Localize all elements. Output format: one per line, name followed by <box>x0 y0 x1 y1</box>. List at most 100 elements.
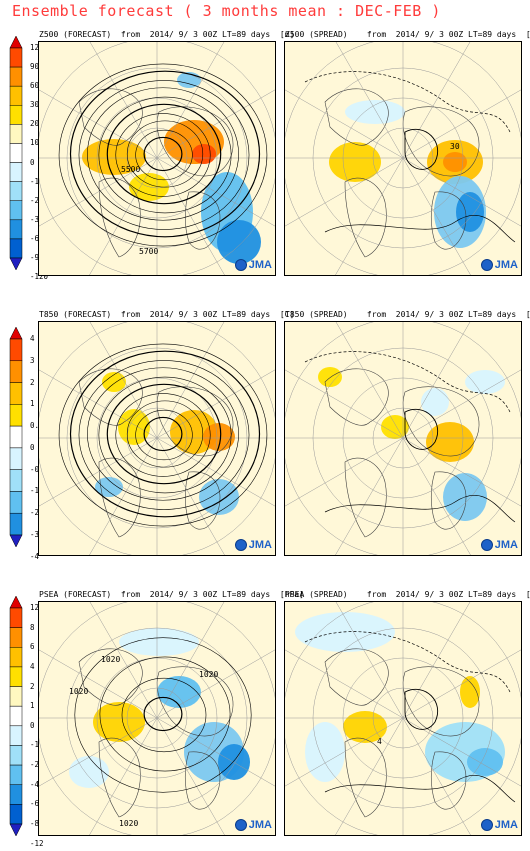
colorbar-tick-label: 4 <box>30 334 35 343</box>
colorbar-tick-label: 90 <box>30 62 40 72</box>
colorbar-swatch <box>9 200 23 221</box>
t850-spread-map: JMA <box>284 321 522 556</box>
colorbar-tick-label: 0 <box>30 442 35 452</box>
t850-forecast-map: JMA <box>38 321 276 556</box>
colorbar-tick-label: -4 <box>30 779 40 789</box>
meridian-line <box>335 602 404 719</box>
anomaly-area <box>467 748 503 776</box>
jma-logo-text: JMA <box>494 539 518 551</box>
contour-line <box>143 696 183 732</box>
anomaly-area <box>119 628 199 656</box>
meridian-line <box>285 649 404 719</box>
jma-logo-icon <box>480 819 493 831</box>
coastline <box>156 106 234 177</box>
psea-forecast-title: PSEA (FORECAST) from 2014/ 9/ 3 00Z LT=8… <box>39 590 304 599</box>
colorbar-swatch <box>9 686 23 707</box>
colorbar-tick-label: -30 <box>30 214 44 224</box>
coastline <box>324 648 389 706</box>
anomaly-area <box>118 409 150 445</box>
contour-line <box>135 129 193 181</box>
colorbar-tick-label: -2 <box>30 508 40 518</box>
colorbar-swatch <box>9 238 23 259</box>
colorbar-swatch <box>9 784 23 805</box>
colorbar-swatch <box>9 66 23 87</box>
jma-logo-icon <box>234 259 247 271</box>
contour-line <box>304 631 511 693</box>
colorbar-tick-label: -12 <box>30 838 44 848</box>
jma-logo-icon <box>234 539 247 551</box>
z500-colorbar: 120 90 60 30 20 10 0 -10 -20 -30 -60 -90 -120 <box>8 36 48 281</box>
meridian-line <box>402 649 521 719</box>
colorbar-swatch <box>9 469 23 492</box>
coastline <box>78 648 143 706</box>
anomaly-area <box>443 152 467 172</box>
colorbar-tick-label: 4 <box>30 661 35 671</box>
meridian-line <box>335 437 404 555</box>
coastline <box>156 666 234 737</box>
psea-colorbar: 12 8 6 4 2 1 0 -1 -2 -4 -6 -8 -12 <box>8 596 44 848</box>
colorbar-tick-label: 60 <box>30 81 40 91</box>
z500-forecast-map: 5500 5700 JMA <box>38 41 276 276</box>
anomaly-area <box>343 711 387 743</box>
colorbar-swatch <box>9 823 23 836</box>
colorbar-tick-label: 10 <box>30 138 40 148</box>
contour-line <box>404 128 439 170</box>
meridian-line <box>285 437 404 507</box>
colorbar-swatch <box>9 85 23 106</box>
contour-line <box>98 96 232 214</box>
anomaly-area <box>460 676 480 708</box>
contour-line <box>78 360 250 510</box>
coastline <box>98 737 141 818</box>
contour-line <box>324 775 516 803</box>
contour-line <box>115 113 211 197</box>
jma-logo: JMA <box>234 258 272 272</box>
jma-logo: JMA <box>480 258 518 272</box>
contour-line <box>304 351 511 413</box>
contour-line <box>78 80 250 230</box>
colorbar-swatch <box>9 47 23 68</box>
meridian-line <box>402 602 471 719</box>
meridian-line <box>156 717 225 835</box>
coastline <box>324 368 389 426</box>
meridian-line <box>156 602 225 719</box>
contour-line <box>87 367 239 501</box>
colorbar-swatch <box>9 666 23 687</box>
contour-label: 1020 <box>119 819 138 828</box>
z500-spread-map: 30 JMA <box>284 41 522 276</box>
colorbar-swatch <box>9 404 23 427</box>
coastline <box>98 177 141 258</box>
jma-logo-text: JMA <box>248 539 272 551</box>
jma-logo-text: JMA <box>494 819 518 831</box>
colorbar-swatch <box>9 425 23 449</box>
coastline <box>156 386 234 457</box>
colorbar-swatch <box>9 162 23 182</box>
colorbar-swatch <box>9 124 23 144</box>
meridian-line <box>402 369 521 439</box>
contour-line <box>69 350 261 518</box>
jma-logo-text: JMA <box>494 259 518 271</box>
anomaly-area <box>218 744 250 780</box>
colorbar-tick-label: 2 <box>30 377 35 387</box>
colorbar-swatch <box>9 491 23 514</box>
colorbar-swatch <box>9 725 23 746</box>
colorbar-swatch <box>9 143 23 163</box>
colorbar-swatch <box>9 327 23 340</box>
contour-line <box>87 87 239 221</box>
anomaly-area <box>305 722 345 782</box>
anomaly-area <box>93 702 145 742</box>
meridian-line <box>89 717 158 835</box>
jma-logo: JMA <box>480 818 518 832</box>
colorbar-tick-label: 3 <box>30 355 35 365</box>
contour-line <box>143 416 183 452</box>
coastline <box>402 666 480 737</box>
colorbar-tick-label: -3 <box>30 530 40 539</box>
colorbar-swatch <box>9 219 23 240</box>
meridian-line <box>285 157 404 227</box>
contour-label: 1020 <box>69 687 88 696</box>
contour-line <box>404 688 439 730</box>
colorbar-swatch <box>9 257 23 270</box>
colorbar-tick-label: 120 <box>30 43 44 52</box>
coastline <box>98 457 141 538</box>
colorbar-tick-label: 6 <box>30 642 35 652</box>
meridian-line <box>39 89 158 159</box>
